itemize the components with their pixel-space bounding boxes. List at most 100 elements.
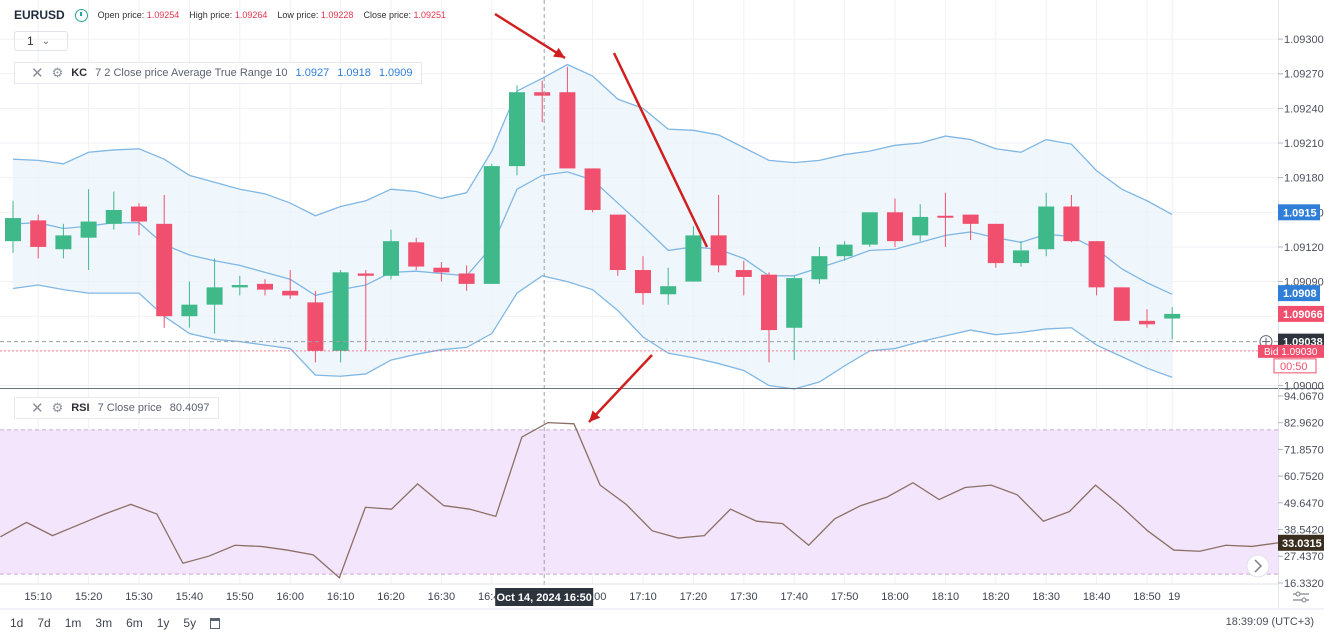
candle (458, 265, 475, 291)
gear-icon[interactable]: ⚙ (51, 400, 64, 415)
kc-params: 7 2 Close price Average True Range 10 (95, 67, 288, 79)
low-label: Low price: (277, 10, 319, 20)
candle-body (912, 216, 929, 236)
time-tick-label: 16:20 (377, 591, 405, 603)
rsi-tick-label: 38.5420 (1284, 525, 1324, 537)
candle (509, 85, 525, 176)
ohlc-header: EURUSD Open price: 1.09254 High price: 1… (14, 8, 446, 22)
candle (181, 281, 198, 328)
candle-body (559, 92, 576, 169)
close-icon[interactable]: ✕ (31, 400, 44, 417)
candle-body (357, 273, 374, 276)
kc-value-lower: 1.0909 (378, 67, 413, 79)
time-tick-label: 16:10 (327, 591, 355, 603)
scroll-right-button (1246, 554, 1270, 578)
clock-icon[interactable] (74, 8, 88, 22)
keltner-upper-line (12, 63, 1173, 217)
time-tick-label: 18:50 (1133, 591, 1161, 603)
gear-icon[interactable]: ⚙ (51, 65, 64, 80)
kc-name: KC (71, 67, 88, 79)
candle-body (156, 223, 173, 317)
candle-body (131, 206, 147, 222)
time-tick-label: 16:00 (276, 591, 304, 603)
candle-body (735, 270, 752, 277)
candle-body (660, 286, 677, 295)
crosshair-time-label: Oct 14, 2024 16:50 (496, 592, 591, 604)
time-tick-label: 18:10 (932, 591, 960, 603)
countdown-box (1273, 358, 1317, 374)
annotation-arrow-rsi-head (589, 410, 601, 422)
timeframe-6m[interactable]: 6m (126, 616, 143, 630)
rsi-tick-label: 49.6470 (1284, 498, 1324, 510)
open-label: Open price: (97, 10, 145, 20)
candle (206, 258, 223, 334)
keltner-fill (13, 64, 1173, 389)
timeframe-1d[interactable]: 1d (10, 616, 24, 630)
candle (383, 229, 399, 280)
kc-value-middle: 1.0918 (337, 67, 371, 79)
rsi-current-box (1278, 534, 1324, 551)
candle (761, 272, 777, 363)
candle-body (887, 212, 903, 242)
candle (332, 270, 349, 363)
candle (357, 270, 374, 351)
timeframe-7d[interactable]: 7d (37, 616, 51, 630)
time-tick-label: 15:50 (226, 591, 254, 603)
close-icon[interactable]: ✕ (31, 65, 44, 82)
bid-label-box (1258, 344, 1324, 358)
last-price-label: 1.09066 (1283, 309, 1323, 321)
candle (55, 223, 72, 259)
candle (1139, 309, 1155, 328)
candle-body (282, 290, 299, 296)
crosshair-time-box (495, 588, 594, 606)
candle (5, 200, 21, 253)
candle-body (584, 168, 601, 210)
price-tick-label: 1.09240 (1284, 103, 1324, 115)
candle (307, 290, 324, 363)
rsi-params: 7 Close price (97, 402, 162, 414)
settings-knob (1295, 591, 1301, 597)
candle (1063, 194, 1080, 243)
candle-body (257, 283, 273, 290)
symbol-label[interactable]: EURUSD (14, 8, 65, 22)
candle-body (962, 214, 979, 224)
candle-body (861, 212, 878, 245)
candle (685, 226, 702, 282)
candle (1113, 287, 1130, 321)
timeframe-5y[interactable]: 5y (183, 616, 197, 630)
candle-body (1164, 313, 1181, 319)
time-tick-label: 15:40 (176, 591, 204, 603)
time-tick-label: 18:00 (881, 591, 909, 603)
timeframe-1m[interactable]: 1m (64, 616, 82, 630)
timeframe-bar: 1d 7d 1m 3m 6m 1y 5y (0, 610, 1324, 636)
time-tick-label: 17:20 (680, 591, 708, 603)
rsi-name: RSI (71, 402, 90, 414)
bid-label: Bid 1.09030 (1264, 347, 1318, 358)
interval-value: 1 (27, 34, 34, 48)
close-label: Close price: (363, 10, 411, 20)
candle-body (483, 166, 500, 284)
timeframe-1y[interactable]: 1y (156, 616, 170, 630)
candle-body (105, 209, 122, 224)
candle-body (1038, 206, 1055, 250)
timeframe-3m[interactable]: 3m (95, 616, 113, 630)
candle (80, 189, 97, 271)
kc-value-upper: 1.0927 (295, 67, 330, 79)
candle (735, 260, 752, 296)
candle-body (5, 218, 21, 242)
candle-body (761, 274, 777, 331)
candle-body (987, 223, 1004, 264)
interval-select[interactable]: 1 ⌄ (14, 31, 68, 51)
countdown-label: 00:50 (1280, 361, 1308, 373)
candle-body (635, 270, 651, 294)
candle-body (55, 235, 72, 250)
candle (962, 214, 979, 241)
calendar-icon[interactable] (210, 617, 221, 629)
candle (937, 192, 954, 247)
high-label: High price: (189, 10, 233, 20)
candle (433, 261, 450, 282)
time-tick-label: 15:30 (125, 591, 153, 603)
candle (408, 237, 425, 271)
candle (635, 256, 651, 305)
